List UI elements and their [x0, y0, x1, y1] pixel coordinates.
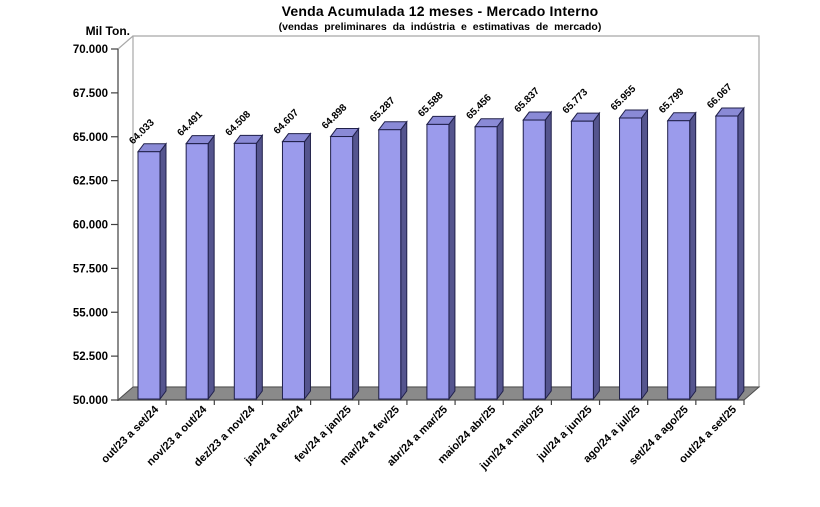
bar-maio/24 abr/25 — [474, 117, 505, 401]
bar-front-face — [522, 119, 546, 400]
bar-side-face — [544, 110, 552, 401]
y-axis-unit-label: Mil Ton. — [85, 24, 130, 38]
bar-side-face — [159, 142, 167, 401]
bar-front-face — [667, 120, 691, 400]
bar-front-face — [474, 126, 498, 400]
bar-side-face — [207, 134, 215, 401]
bar-side-face — [496, 117, 504, 401]
bar-side-face — [400, 120, 408, 401]
bar-front-face — [619, 117, 643, 400]
bar-side-face — [737, 106, 745, 401]
bar-side-face — [303, 132, 311, 401]
bar-jan/24 a dez/24 — [281, 132, 312, 401]
wall-corner-edge — [117, 35, 134, 50]
y-tick-label: 67.500 — [73, 88, 108, 100]
y-tick-label: 50.000 — [73, 395, 108, 407]
bar-front-face — [426, 123, 450, 400]
bar-front-face — [233, 142, 257, 400]
y-tick-label: 62.500 — [73, 176, 108, 188]
bar-mar/24 a fev/25 — [377, 120, 408, 401]
chart-title: Venda Acumulada 12 meses - Mercado Inter… — [281, 3, 599, 19]
y-tick-label: 52.500 — [73, 351, 108, 363]
bar-front-face — [281, 141, 305, 400]
bar-dez/23 a nov/24 — [233, 133, 264, 401]
bar-fev/24 a jan/25 — [329, 127, 360, 401]
bar-abr/24 a mar/25 — [425, 114, 456, 401]
y-tick-label: 60.000 — [73, 220, 108, 232]
bar-side-face — [352, 127, 360, 401]
y-tick-label: 57.500 — [73, 263, 108, 275]
bar-front-face — [570, 120, 594, 400]
bar-ago/24 a jul/25 — [618, 108, 649, 401]
y-tick-label: 70.000 — [73, 44, 108, 56]
bar-front-face — [330, 136, 354, 400]
bar-nov/23 a out/24 — [185, 134, 216, 401]
bar-side-face — [592, 111, 600, 401]
bar-jun/24 a maio/25 — [522, 110, 553, 401]
y-tick-label: 55.000 — [73, 307, 108, 319]
bar-front-face — [715, 115, 739, 400]
bar-front-face — [137, 151, 161, 400]
bar-out/24 a set/25 — [714, 106, 745, 401]
bar-side-face — [448, 114, 456, 401]
bar-side-face — [255, 133, 263, 401]
bar-front-face — [378, 129, 402, 400]
bar-side-face — [689, 111, 697, 401]
bar-set/24 a ago/25 — [666, 111, 697, 401]
bar-side-face — [641, 108, 649, 401]
bar-out/23 a set/24 — [137, 142, 167, 401]
y-tick-label: 65.000 — [73, 132, 108, 144]
bar-jul/24 a jun/25 — [570, 111, 601, 401]
bar-front-face — [185, 143, 209, 400]
chart-subtitle: (vendas preliminares da indústria e esti… — [278, 21, 602, 33]
